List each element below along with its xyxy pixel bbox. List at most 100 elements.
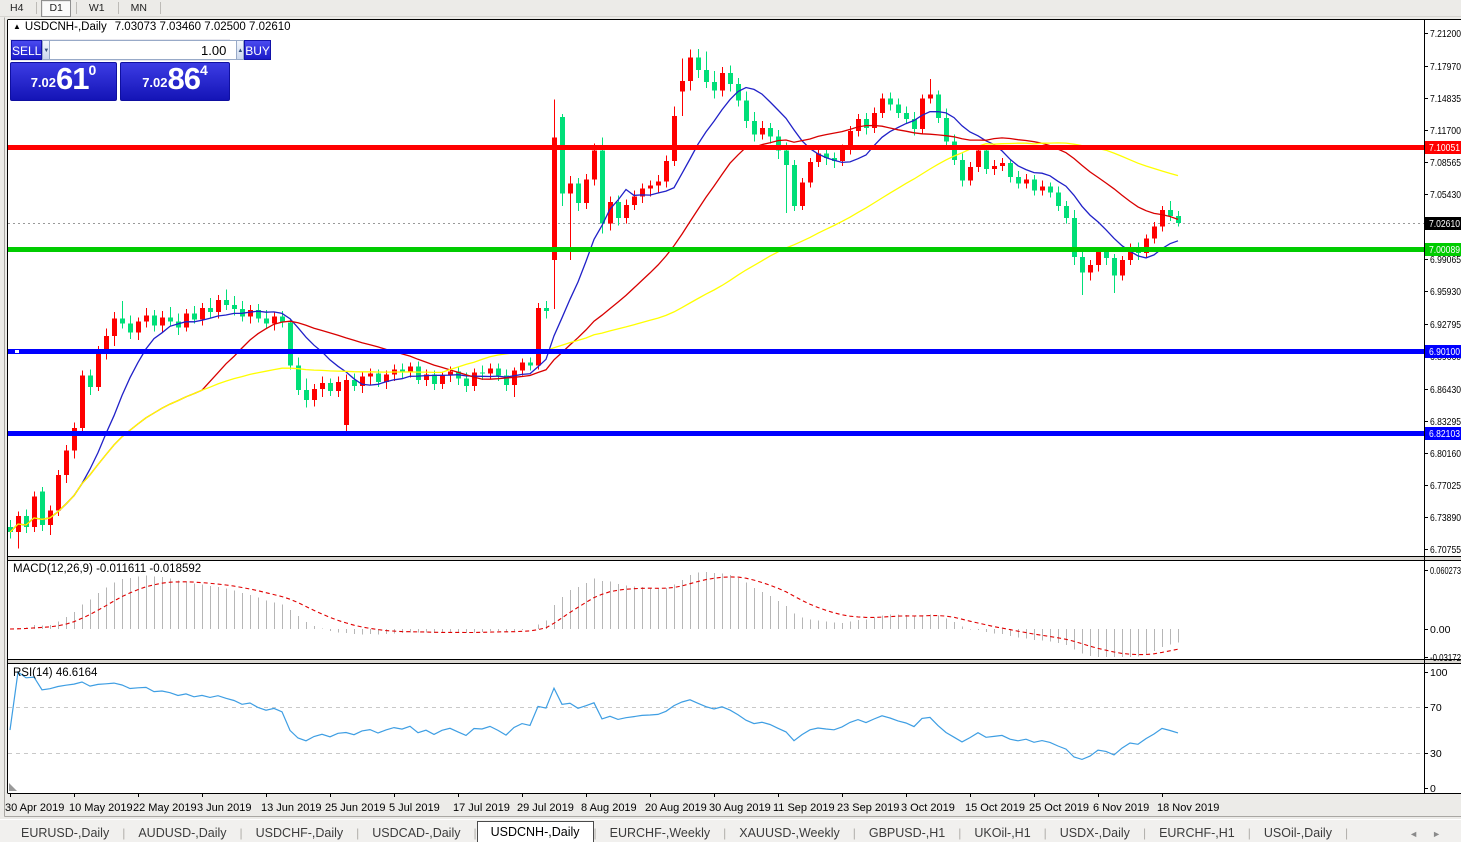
timeframe-button-mn[interactable]: MN	[130, 1, 147, 14]
date-axis[interactable]: 30 Apr 2019 10 May 2019 22 May 2019 3 Jun 2…	[5, 794, 1219, 814]
symbol-tabs: EURUSD-,Daily | AUDUSD-,Daily | USDCHF-,Dail…	[0, 821, 1348, 842]
sell-price-button[interactable]: 7.02610	[10, 61, 117, 101]
pane-resize-grip[interactable]	[9, 783, 17, 791]
svg-text:13 Jun 2019: 13 Jun 2019	[261, 802, 322, 814]
collapse-panel-icon[interactable]: ▲	[13, 22, 21, 31]
chart-symbol-label: USDCNH-,Daily	[24, 21, 107, 33]
trade-controls-row: SELL ▼ ▲ BUY	[10, 39, 271, 61]
toolbar-separator	[117, 2, 119, 14]
svg-text:6.80160: 6.80160	[1430, 448, 1461, 460]
ma-slow-line	[9, 142, 1179, 533]
sell-price-point: 0	[88, 62, 97, 78]
volume-decrease-button[interactable]: ▼	[42, 40, 51, 60]
rsi-line	[9, 670, 1179, 761]
svg-text:6.86430: 6.86430	[1430, 384, 1461, 396]
svg-text:7.02610: 7.02610	[1429, 219, 1460, 230]
price-axis[interactable]: 7.21200 7.17970 7.14835 7.11700 7.08565 7.054…	[1424, 28, 1461, 556]
macd-pane[interactable]	[9, 572, 1179, 657]
tab-separator: |	[958, 826, 962, 840]
svg-text:6.73890: 6.73890	[1430, 512, 1461, 524]
buy-button[interactable]: BUY	[244, 40, 271, 60]
svg-text:6.70755: 6.70755	[1430, 544, 1461, 556]
svg-text:22 May 2019: 22 May 2019	[133, 802, 197, 814]
volume-increase-button[interactable]: ▲	[236, 40, 245, 60]
svg-text:7.05430: 7.05430	[1430, 189, 1461, 201]
symbol-tab-eurusd-daily[interactable]: EURUSD-,Daily	[21, 826, 110, 840]
symbol-tab-usoil-daily[interactable]: USOil-,Daily	[1263, 826, 1332, 840]
svg-text:70: 70	[1430, 702, 1442, 714]
symbol-tab-audusd-daily[interactable]: AUDUSD-,Daily	[138, 826, 227, 840]
timeframe-toolbar: H4 D1 W1 MN	[0, 0, 1461, 17]
tab-separator: |	[356, 826, 360, 840]
svg-text:7.08565: 7.08565	[1430, 157, 1461, 169]
main-price-pane[interactable]	[8, 48, 1424, 549]
toolbar-separator	[159, 2, 161, 14]
tab-separator: |	[593, 826, 597, 840]
ma-fast-line	[9, 86, 1179, 533]
symbol-tab-usdcnh-daily[interactable]: USDCNH-,Daily	[476, 821, 594, 842]
svg-text:6.92795: 6.92795	[1430, 319, 1461, 331]
symbol-tab-ukoil-h1[interactable]: UKOil-,H1	[974, 826, 1031, 840]
macd-indicator-label: MACD(12,26,9) -0.011611 -0.018592	[13, 563, 202, 575]
symbol-tab-usdchf-daily[interactable]: USDCHF-,Daily	[255, 826, 344, 840]
timeframe-button-w1[interactable]: W1	[88, 1, 105, 14]
symbol-tab-xauusd-weekly[interactable]: XAUUSD-,Weekly	[739, 826, 840, 840]
symbol-tab-usdx-daily[interactable]: USDX-,Daily	[1059, 826, 1130, 840]
svg-text:7.00089: 7.00089	[1429, 245, 1460, 256]
horizontal-line-6.82103[interactable]	[8, 431, 1424, 436]
svg-text:18 Nov 2019: 18 Nov 2019	[1157, 802, 1219, 814]
sell-button[interactable]: SELL	[11, 40, 43, 60]
svg-text:29 Jul 2019: 29 Jul 2019	[517, 802, 574, 814]
buy-price-prefix: 7.02	[142, 75, 168, 90]
tab-scroll-right-icon[interactable]: ►	[1432, 829, 1455, 839]
tab-separator: |	[473, 826, 477, 840]
buy-price-point: 4	[200, 62, 208, 78]
svg-text:8 Aug 2019: 8 Aug 2019	[581, 802, 637, 814]
tab-separator: |	[239, 826, 243, 840]
rsi-indicator-label: RSI(14) 46.6164	[13, 667, 98, 679]
tab-separator: |	[1247, 826, 1251, 840]
svg-text:23 Sep 2019: 23 Sep 2019	[837, 802, 899, 814]
svg-text:25 Oct 2019: 25 Oct 2019	[1029, 802, 1089, 814]
horizontal-line-7.10051[interactable]	[8, 145, 1424, 150]
volume-input[interactable]	[50, 40, 237, 60]
symbol-tab-gbpusd-h1[interactable]: GBPUSD-,H1	[868, 826, 946, 840]
tab-separator: |	[1344, 826, 1349, 840]
spinner-up-icon: ▲	[237, 48, 244, 54]
tab-scroll-left-icon[interactable]: ◄	[1409, 829, 1433, 839]
svg-text:0.060273: 0.060273	[1430, 565, 1461, 577]
toolbar-separator	[75, 2, 77, 14]
svg-text:15 Oct 2019: 15 Oct 2019	[965, 802, 1025, 814]
timeframe-button-h4[interactable]: H4	[10, 1, 24, 14]
svg-text:20 Aug 2019: 20 Aug 2019	[645, 802, 707, 814]
svg-text:0.00: 0.00	[1430, 624, 1451, 636]
svg-text:6 Nov 2019: 6 Nov 2019	[1093, 802, 1149, 814]
rsi-pane[interactable]	[8, 670, 1424, 791]
horizontal-line-7.00089[interactable]	[8, 247, 1424, 252]
svg-text:6.95930: 6.95930	[1430, 286, 1461, 298]
svg-text:30 Apr 2019: 30 Apr 2019	[5, 802, 64, 814]
chart-ohlc-values: 7.03073 7.03460 7.02500 7.02610	[114, 21, 291, 33]
svg-text:7.10051: 7.10051	[1429, 143, 1460, 154]
symbol-tab-eurchf-weekly[interactable]: EURCHF-,Weekly	[609, 826, 711, 840]
horizontal-line-6.90100[interactable]	[8, 349, 1424, 354]
timeframe-button-d1[interactable]: D1	[41, 0, 71, 17]
rsi-axis: 100 70 30 0	[1424, 667, 1448, 795]
symbol-tab-usdcad-daily[interactable]: USDCAD-,Daily	[372, 826, 461, 840]
svg-text:30: 30	[1430, 748, 1442, 760]
svg-text:7.21200: 7.21200	[1430, 28, 1461, 40]
ma-mid-line	[9, 124, 1179, 533]
tab-scroll-arrows[interactable]: ◄►	[1409, 829, 1455, 839]
svg-text:-0.03172: -0.03172	[1430, 652, 1461, 664]
svg-text:11 Sep 2019: 11 Sep 2019	[773, 802, 835, 814]
buy-price-button[interactable]: 7.02864	[120, 61, 230, 101]
sell-price-prefix: 7.02	[30, 75, 57, 90]
svg-text:5 Jul 2019: 5 Jul 2019	[389, 802, 440, 814]
tab-separator: |	[1043, 826, 1047, 840]
one-click-trading-panel: SELL ▼ ▲ BUY 7.02610 7.02864	[10, 39, 271, 103]
candlestick-series	[8, 48, 1181, 549]
spinner-down-icon: ▼	[43, 48, 50, 54]
symbol-tab-eurchf-h1[interactable]: EURCHF-,H1	[1159, 826, 1235, 840]
